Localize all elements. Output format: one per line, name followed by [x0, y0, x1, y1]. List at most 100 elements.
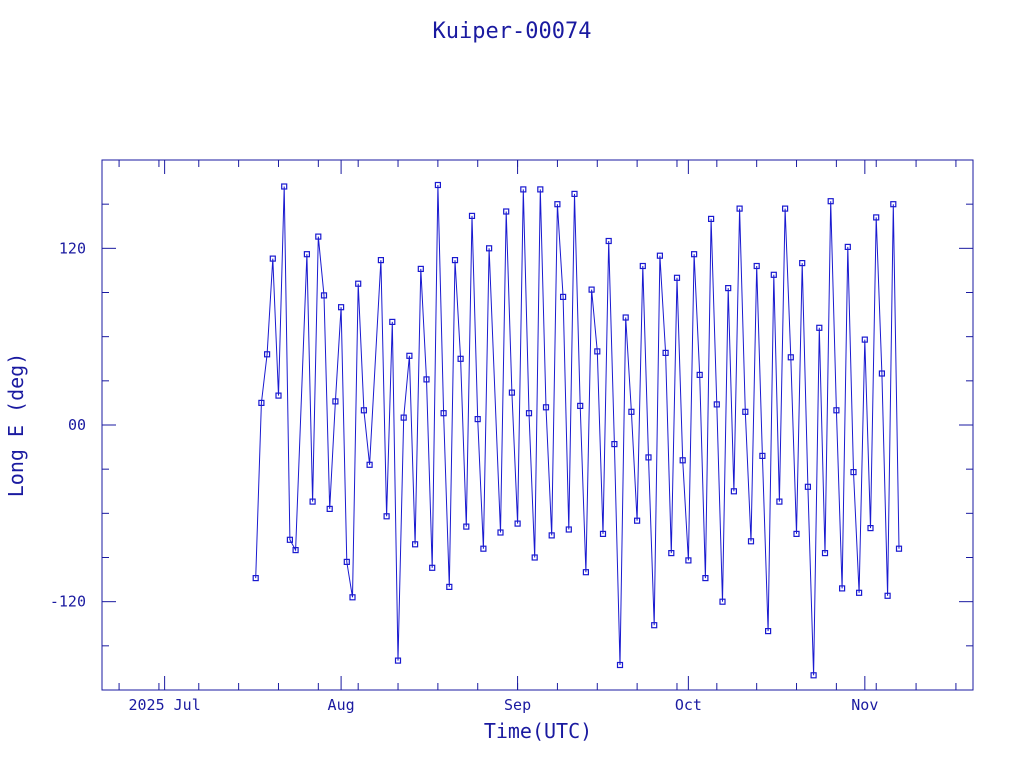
y-axis-ticks: 120 00 -120 [50, 203, 973, 647]
data-point-marker [838, 585, 846, 592]
data-point-marker [286, 536, 293, 543]
data-point-marker [679, 457, 686, 464]
data-point-marker [884, 592, 891, 599]
data-point-marker [713, 401, 720, 408]
data-point-marker [781, 205, 789, 212]
data-point-marker [633, 517, 641, 524]
data-point-marker [309, 498, 316, 505]
data-point-marker [457, 355, 464, 362]
data-point-marker [514, 520, 521, 527]
data-point-marker [605, 237, 612, 245]
data-point-marker [582, 569, 590, 576]
data-point-marker [520, 186, 527, 193]
data-point-marker [827, 198, 834, 205]
data-point-marker [622, 314, 629, 321]
data-point-marker [628, 408, 635, 415]
data-point-marker [770, 271, 777, 278]
data-point-marker [577, 402, 584, 409]
y-tick-label: 120 [59, 239, 86, 257]
data-point-marker [281, 183, 288, 190]
data-point-marker [474, 416, 481, 423]
data-point-marker [508, 389, 515, 396]
data-point-marker [343, 558, 350, 566]
data-point-marker [525, 410, 533, 417]
data-point-marker [303, 251, 310, 258]
data-point-marker [799, 260, 806, 267]
data-point-marker [377, 257, 384, 264]
data-point-marker [503, 208, 510, 215]
data-point-marker [537, 186, 544, 193]
x-tick-label: Sep [504, 696, 531, 714]
data-point-marker [730, 488, 738, 495]
data-point-marker [559, 293, 567, 300]
data-point-marker [406, 352, 413, 359]
data-point-marker [440, 410, 447, 417]
data-point-marker [599, 530, 607, 538]
data-point-marker [258, 399, 265, 406]
data-point-marker [736, 205, 743, 212]
data-point-marker [810, 672, 817, 679]
x-tick-label: Nov [851, 696, 878, 714]
series-layer [252, 181, 903, 679]
data-point-marker [252, 574, 259, 582]
data-point-marker [338, 304, 345, 311]
data-point-marker [463, 523, 470, 530]
data-point-marker [878, 370, 886, 377]
data-point-marker [429, 564, 436, 571]
x-axis-label: Time(UTC) [484, 719, 592, 743]
data-point-marker [320, 292, 328, 299]
x-tick-label: Aug [328, 696, 355, 714]
data-point-marker [656, 252, 664, 259]
data-point-marker [360, 407, 367, 414]
data-point-marker [497, 529, 504, 536]
data-point-marker [275, 392, 282, 399]
data-point-marker [793, 530, 800, 538]
data-point-marker [594, 348, 601, 355]
data-point-marker [890, 201, 897, 208]
data-point-marker [355, 280, 362, 287]
data-point-marker [468, 212, 476, 219]
data-point-marker [776, 498, 783, 505]
data-point-marker [480, 545, 487, 552]
data-point-marker [816, 324, 823, 331]
data-point-marker [673, 274, 681, 281]
chart-title: Kuiper-00074 [433, 19, 592, 44]
data-point-marker [389, 318, 396, 325]
y-axis-label: Long E (deg) [4, 353, 28, 498]
data-point-marker [764, 627, 772, 635]
data-point-marker [855, 589, 863, 596]
data-point-marker [844, 243, 851, 250]
data-point-marker [821, 549, 829, 557]
data-point-marker [668, 549, 675, 557]
data-point-marker [383, 513, 390, 520]
x-axis-ticks: 2025 Jul Aug Sep Oct Nov [118, 160, 957, 714]
data-point-marker [725, 285, 732, 292]
data-point-marker [315, 233, 322, 240]
y-tick-label: -120 [50, 593, 86, 611]
data-point-marker [850, 469, 857, 476]
data-point-marker [451, 257, 459, 264]
data-point-marker [292, 546, 299, 554]
data-point-marker [662, 349, 669, 356]
data-point-marker [895, 545, 903, 552]
data-point-marker [400, 414, 407, 421]
data-point-marker [269, 255, 276, 262]
data-point-marker [434, 181, 441, 189]
data-point-marker [702, 574, 709, 582]
data-point-marker [531, 554, 538, 561]
data-point-marker [719, 598, 726, 605]
data-point-marker [861, 336, 868, 343]
data-point-marker [616, 661, 624, 669]
data-point-marker [639, 262, 646, 270]
data-point-marker [787, 354, 794, 361]
data-point-marker [394, 657, 402, 664]
data-point-marker [366, 461, 373, 468]
data-point-marker [759, 452, 766, 459]
data-point-marker [326, 505, 333, 512]
data-point-marker [542, 404, 550, 411]
y-tick-label: 00 [68, 416, 86, 434]
data-point-marker [867, 524, 874, 532]
data-point-marker [742, 408, 749, 415]
